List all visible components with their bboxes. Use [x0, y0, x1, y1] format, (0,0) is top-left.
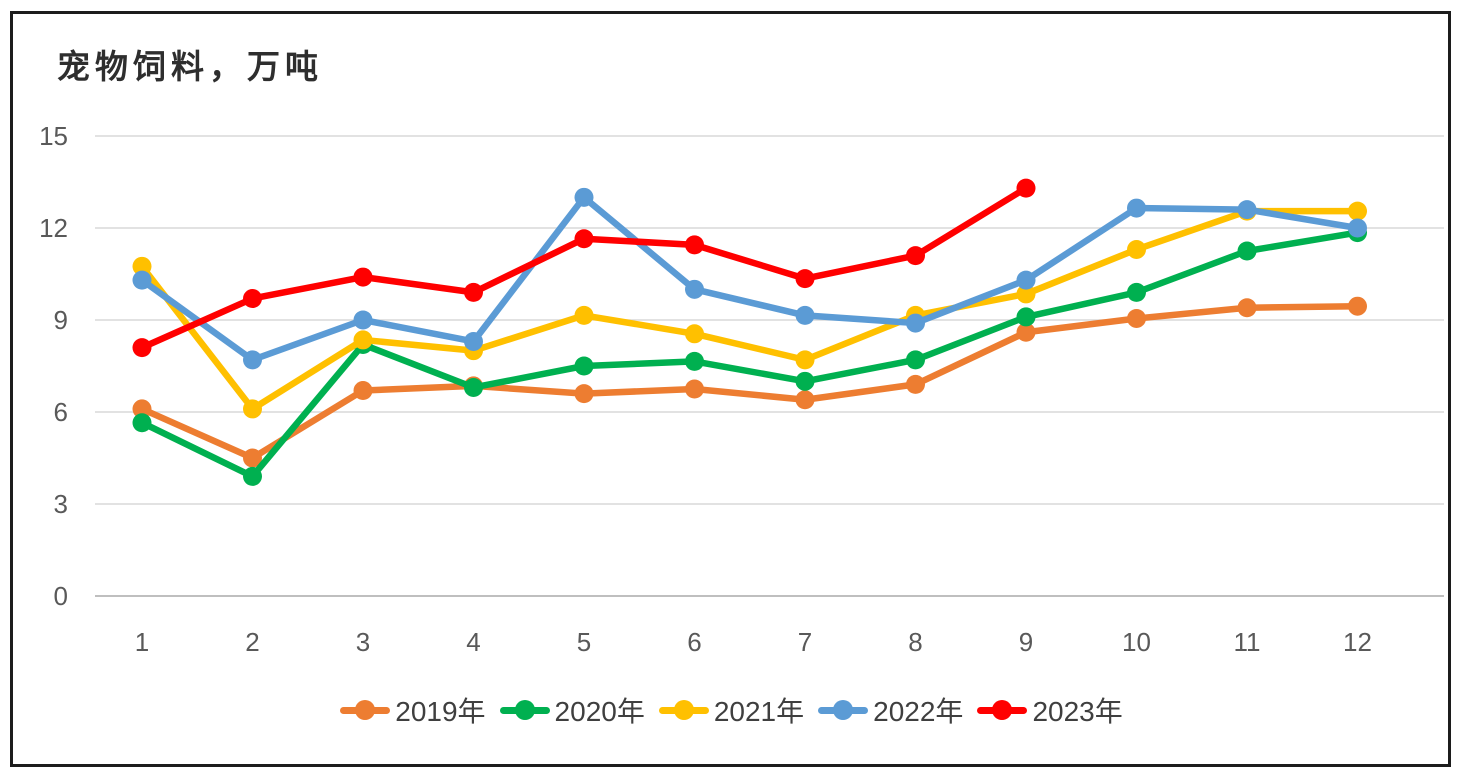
data-point-2019年-11 — [1237, 298, 1257, 318]
y-tick-label: 0 — [54, 581, 68, 611]
series-line-2019年 — [138, 302, 1361, 462]
data-point-2023年-6 — [685, 235, 704, 255]
data-point-2022年-1 — [132, 270, 152, 290]
legend-item-2023年: 2023年 — [977, 690, 1123, 730]
data-point-2022年-3 — [353, 310, 373, 330]
chart-frame-border — [10, 11, 1451, 767]
x-tick-label: 7 — [798, 627, 812, 657]
data-point-2023年-9 — [1016, 178, 1036, 198]
data-point-2020年-6 — [685, 351, 704, 371]
x-tick-label: 10 — [1122, 627, 1151, 657]
legend-swatch — [977, 699, 1028, 721]
data-point-2022年-7 — [795, 305, 815, 325]
data-point-2023年-4 — [464, 282, 483, 302]
y-tick-label: 3 — [54, 489, 68, 519]
data-point-2021年-5 — [574, 305, 594, 325]
data-point-2022年-12 — [1348, 218, 1367, 238]
data-point-2021年-6 — [685, 324, 704, 344]
data-point-2020年-11 — [1237, 241, 1257, 261]
legend-marker-dot — [833, 700, 854, 720]
x-tick-label: 4 — [466, 627, 480, 657]
data-point-2022年-2 — [243, 350, 262, 370]
data-point-2021年-10 — [1127, 239, 1146, 259]
data-point-2023年-5 — [574, 229, 594, 249]
data-point-2022年-4 — [464, 331, 483, 351]
x-tick-label: 6 — [687, 627, 701, 657]
legend-marker-dot — [992, 700, 1013, 720]
data-point-2022年-10 — [1127, 198, 1146, 218]
x-tick-label: 3 — [356, 627, 370, 657]
x-tick-label: 8 — [908, 627, 922, 657]
data-point-2019年-10 — [1127, 308, 1146, 328]
x-tick-label: 9 — [1019, 627, 1033, 657]
data-point-2019年-9 — [1016, 322, 1036, 342]
legend-swatch — [499, 699, 550, 721]
data-point-2023年-1 — [132, 338, 152, 358]
data-point-2019年-1 — [132, 399, 152, 419]
chart-legend: 2019年 2020年 2021年 2022年 2023年 — [0, 690, 1463, 730]
legend-item-2020年: 2020年 — [499, 690, 645, 730]
data-point-2019年-6 — [685, 379, 704, 399]
data-point-2019年-7 — [795, 390, 815, 410]
chart-title: 宠物饲料，万吨 — [57, 50, 323, 86]
x-tick-label: 11 — [1234, 627, 1261, 657]
legend-marker-dot — [514, 700, 535, 720]
series-line-2022年 — [138, 194, 1361, 364]
data-point-2021年-9 — [1016, 284, 1036, 304]
data-point-2022年-6 — [685, 279, 704, 299]
legend-swatch — [340, 699, 391, 721]
y-tick-label: 6 — [54, 397, 68, 427]
data-point-2023年-3 — [353, 267, 373, 287]
data-point-2021年-3 — [353, 330, 373, 350]
data-point-2021年-1 — [132, 256, 152, 276]
legend-label: 2021年 — [713, 696, 805, 727]
data-point-2023年-8 — [906, 246, 925, 266]
data-point-2020年-8 — [906, 350, 925, 370]
series-line-2021年 — [138, 207, 1361, 413]
data-point-2019年-2 — [243, 448, 262, 468]
x-tick-label: 1 — [135, 627, 149, 657]
data-point-2020年-7 — [795, 371, 815, 391]
legend-label: 2022年 — [873, 696, 964, 727]
data-point-2019年-3 — [353, 381, 373, 401]
legend-item-2021年: 2021年 — [658, 690, 805, 730]
y-tick-label: 9 — [54, 305, 68, 335]
data-point-2022年-8 — [906, 313, 925, 333]
data-point-2021年-7 — [795, 350, 815, 370]
y-tick-label: 15 — [39, 121, 68, 151]
data-point-2020年-2 — [243, 466, 262, 486]
legend-item-2019年: 2019年 — [340, 690, 486, 730]
data-point-2021年-12 — [1348, 201, 1367, 221]
data-point-2022年-9 — [1016, 270, 1036, 290]
legend-label: 2023年 — [1032, 696, 1123, 727]
x-tick-label: 12 — [1343, 627, 1372, 657]
x-tick-label: 5 — [577, 627, 591, 657]
data-point-2019年-12 — [1348, 296, 1367, 316]
legend-item-2022年: 2022年 — [818, 690, 963, 730]
data-point-2020年-9 — [1016, 307, 1036, 327]
series-line-2020年 — [138, 229, 1361, 480]
data-point-2020年-5 — [574, 356, 594, 376]
data-point-2022年-11 — [1237, 200, 1257, 220]
x-tick-label: 2 — [245, 627, 259, 657]
legend-marker-dot — [673, 700, 694, 720]
data-point-2023年-7 — [795, 269, 815, 289]
data-point-2020年-4 — [464, 377, 483, 397]
legend-swatch — [658, 699, 709, 721]
data-point-2020年-10 — [1127, 282, 1146, 302]
data-point-2019年-8 — [906, 374, 925, 394]
y-tick-label: 12 — [39, 213, 68, 243]
data-point-2022年-5 — [574, 187, 594, 207]
data-point-2021年-2 — [243, 399, 262, 419]
data-point-2020年-1 — [132, 413, 152, 433]
legend-swatch — [818, 699, 869, 721]
data-point-2023年-2 — [243, 289, 262, 309]
legend-label: 2019年 — [395, 696, 486, 727]
legend-label: 2020年 — [554, 696, 645, 727]
data-point-2019年-5 — [574, 384, 594, 404]
legend-marker-dot — [355, 700, 376, 720]
